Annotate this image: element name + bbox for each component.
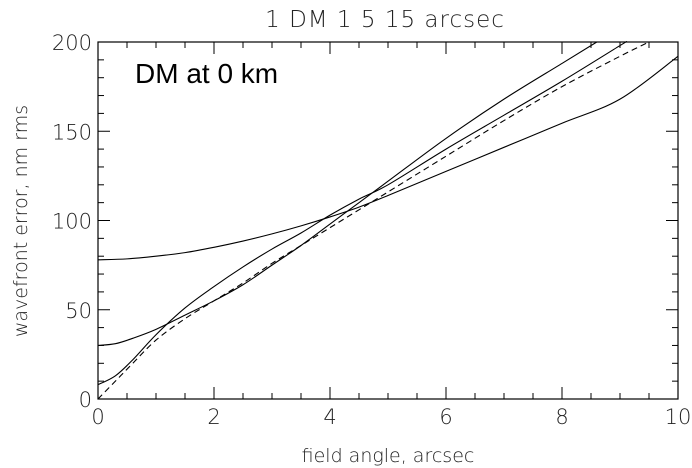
x-tick-label: 0 xyxy=(91,405,104,429)
x-axis-title: field angle, arcsec xyxy=(302,445,475,467)
x-tick-label: 8 xyxy=(555,405,568,429)
y-tick-label: 150 xyxy=(52,120,92,144)
y-tick-label: 0 xyxy=(79,388,92,412)
series-layer xyxy=(97,41,679,400)
x-tick-label: 2 xyxy=(207,405,220,429)
plot-frame xyxy=(97,41,679,400)
chart-title: 1 DM 1 5 15 arcsec xyxy=(265,7,505,33)
series-line-2 xyxy=(97,41,598,346)
series-line-1 xyxy=(97,55,679,261)
y-tick-label: 100 xyxy=(52,210,92,234)
y-tick-label: 200 xyxy=(52,31,92,55)
x-tick-label: 4 xyxy=(323,405,336,429)
dm-annotation: DM at 0 km xyxy=(135,58,278,89)
y-axis-title: wavefront error, nm rms xyxy=(10,105,32,337)
x-tick-label: 10 xyxy=(665,405,692,429)
series-line-4 xyxy=(97,41,650,400)
x-tick-label: 6 xyxy=(439,405,452,429)
series-line-3 xyxy=(97,41,628,386)
y-tick-label: 50 xyxy=(65,299,92,323)
